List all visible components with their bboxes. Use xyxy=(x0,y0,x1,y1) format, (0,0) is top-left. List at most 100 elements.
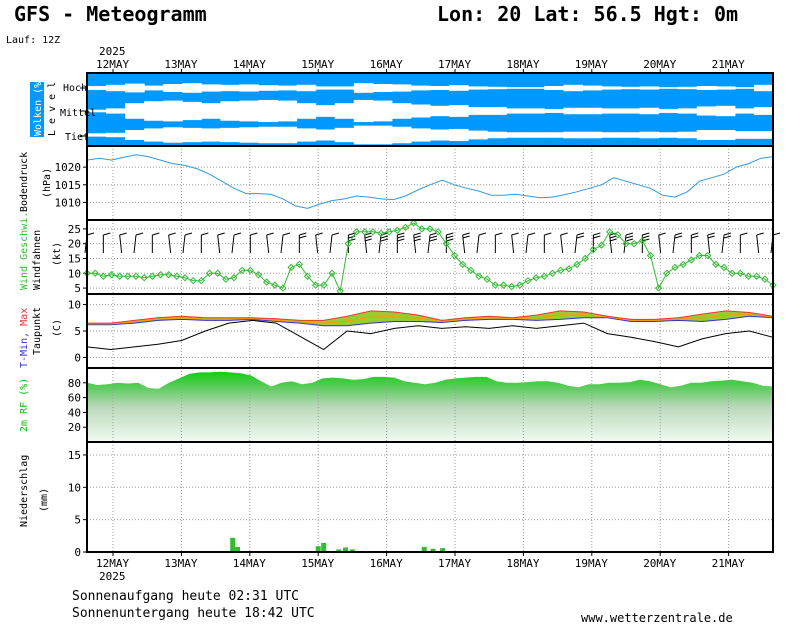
cloud-cell xyxy=(677,131,698,139)
cloud-cell xyxy=(620,132,641,138)
precip-bar xyxy=(349,549,355,552)
cloud-cell xyxy=(334,86,355,90)
wind-barb-feather xyxy=(674,235,683,239)
wind-marker xyxy=(230,274,238,282)
cloud-cell xyxy=(601,132,622,138)
y-tick-label: 5 xyxy=(74,325,81,338)
cloud-cell xyxy=(620,86,641,90)
wind-barb-feather xyxy=(740,232,748,236)
cloud-cell xyxy=(582,107,602,115)
wind-marker xyxy=(189,276,197,285)
precip-bar xyxy=(321,542,327,552)
wind-marker xyxy=(360,228,369,236)
cloud-cell xyxy=(449,128,469,142)
wind-barb-feather xyxy=(707,232,715,236)
sunset-label: Sonnenuntergang heute 18:42 UTC xyxy=(72,606,315,621)
wind-barb-staff xyxy=(672,234,676,254)
wind-barb-feather xyxy=(331,232,340,236)
cloud-cell xyxy=(239,100,259,122)
date-label-top: 17MAY xyxy=(438,58,471,71)
wind-marker xyxy=(614,231,622,239)
cloud-cell xyxy=(296,84,317,92)
temperature-grid xyxy=(87,294,773,368)
wind-barb-feather xyxy=(511,232,519,236)
wind-marker xyxy=(197,276,206,285)
wind-marker xyxy=(311,281,320,289)
wind-marker xyxy=(205,269,214,277)
wind-marker xyxy=(303,272,312,280)
wind-marker xyxy=(385,228,393,236)
temp-ylabel2: Taupunkt xyxy=(32,307,43,355)
cloud-cell xyxy=(87,86,107,90)
cloud-cell xyxy=(125,83,145,93)
wind-marker xyxy=(581,254,589,263)
wind-barb-feather xyxy=(348,232,356,236)
wind-marker xyxy=(148,272,157,280)
wind-marker xyxy=(597,241,606,249)
cloud-cell xyxy=(677,86,698,90)
pressure-yticks: 1010 1015 1020 xyxy=(55,161,87,209)
wind-barb-feather xyxy=(86,232,95,236)
cloud-cell xyxy=(315,129,336,141)
cloud-cell xyxy=(468,86,488,90)
date-label-bottom: 20MAY xyxy=(643,557,676,570)
cloud-cell xyxy=(315,105,336,117)
wind-marker xyxy=(181,274,189,282)
y-tick-label: 20 xyxy=(68,238,81,251)
cloud-cell xyxy=(487,131,507,139)
wind-marker xyxy=(409,219,418,227)
y-tick-label: 15 xyxy=(68,252,81,265)
cloud-cell xyxy=(144,85,164,91)
temp-ylabel-max: Max xyxy=(19,308,30,326)
wind-barb-feather xyxy=(576,235,585,239)
chart-title: GFS - Meteogramm xyxy=(14,2,207,26)
wind-barb-feather xyxy=(691,235,699,239)
humidity-area xyxy=(87,371,773,442)
wind-barb-feather xyxy=(446,232,454,236)
wind-marker xyxy=(262,278,271,286)
cloud-cell xyxy=(410,128,431,142)
cloud-cell xyxy=(620,108,641,114)
wind-barb-feather xyxy=(609,238,617,242)
y-tick-label: 5 xyxy=(74,514,81,527)
wind-barb-feather xyxy=(642,232,650,236)
wind-marker xyxy=(532,274,540,282)
cloud-cell xyxy=(220,84,240,92)
cloud-cell xyxy=(487,86,507,90)
wind-marker xyxy=(638,237,647,245)
temperature-yticks: 0 5 10 xyxy=(68,299,87,364)
date-label-top: 21MAY xyxy=(712,58,745,71)
wind-barb-feather xyxy=(462,232,470,236)
wind-marker xyxy=(663,269,671,277)
precip-bar xyxy=(421,546,427,552)
date-label-bottom: 16MAY xyxy=(370,557,403,570)
precipitation-yticks: 0 5 10 15 xyxy=(68,449,87,559)
wind-marker xyxy=(524,276,532,285)
cloud-cell xyxy=(696,106,717,116)
cloud-cell xyxy=(258,126,279,144)
precip-bar xyxy=(336,549,342,552)
pressure-grid xyxy=(87,146,773,220)
temp-ylabel-min: T-Min, xyxy=(19,326,30,368)
cloud-cell xyxy=(201,128,221,142)
wind-marker xyxy=(516,281,524,289)
wind-barb-feather xyxy=(527,232,536,236)
cloud-cell xyxy=(487,107,507,115)
cloud-cell xyxy=(563,107,583,115)
cloud-cell xyxy=(601,86,622,90)
cloud-cell xyxy=(544,132,564,138)
wind-marker xyxy=(442,239,451,248)
cloud-cell xyxy=(753,84,774,92)
cloud-cell xyxy=(277,100,298,122)
dewpoint-line xyxy=(86,319,774,351)
wind-marker xyxy=(646,251,655,260)
wind-barb-feather xyxy=(462,235,470,239)
cloud-cell xyxy=(430,86,450,90)
wind-barb-staff xyxy=(476,234,480,254)
wind-barb-staff xyxy=(217,234,221,254)
wind-marker xyxy=(99,272,108,280)
cloud-cell xyxy=(182,101,202,121)
cloud-cell xyxy=(525,108,545,114)
cloud-level-high: Hoch xyxy=(63,83,87,94)
sunrise-label: Sonnenaufgang heute 02:31 UTC xyxy=(72,589,299,604)
